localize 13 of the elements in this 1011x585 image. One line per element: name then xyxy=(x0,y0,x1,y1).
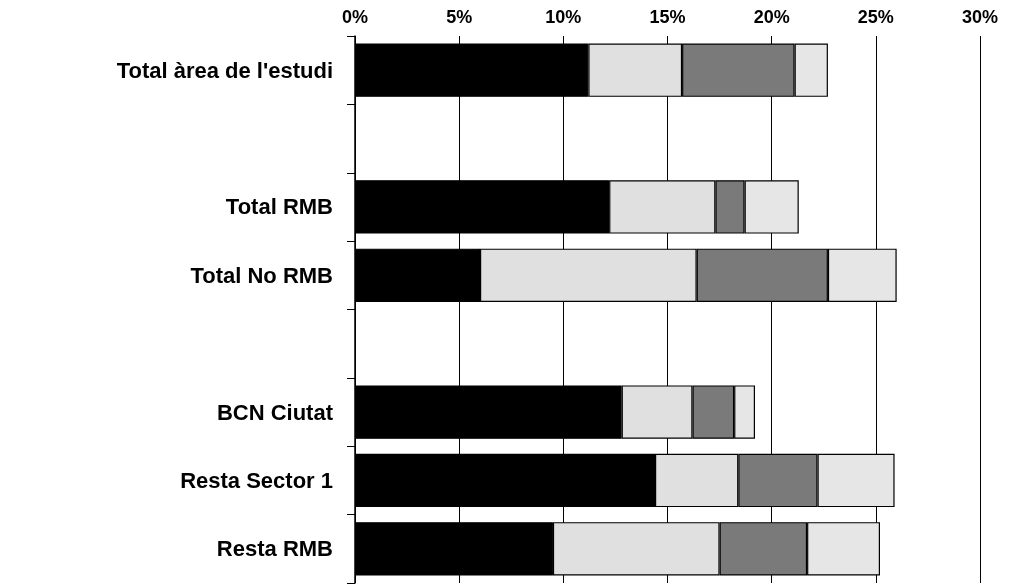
y-tick-label: Total No RMB xyxy=(190,262,333,288)
x-tick-label: 0% xyxy=(341,7,369,27)
y-tick-label: Total àrea de l'estudi xyxy=(116,57,333,83)
x-tick-label: 20% xyxy=(753,7,790,27)
x-tick-label: 15% xyxy=(649,7,686,27)
y-tick-label: Total RMB xyxy=(225,194,333,220)
x-tick-label: 10% xyxy=(545,7,582,27)
y-tick-label: Resta Sector 1 xyxy=(180,467,333,493)
x-tick-label: 30% xyxy=(961,7,999,27)
x-tick-label: 25% xyxy=(857,7,894,27)
y-tick-label: BCN Ciutat xyxy=(216,399,334,425)
y-tick-label: Resta RMB xyxy=(216,536,333,562)
x-tick-label: 5% xyxy=(446,7,473,27)
